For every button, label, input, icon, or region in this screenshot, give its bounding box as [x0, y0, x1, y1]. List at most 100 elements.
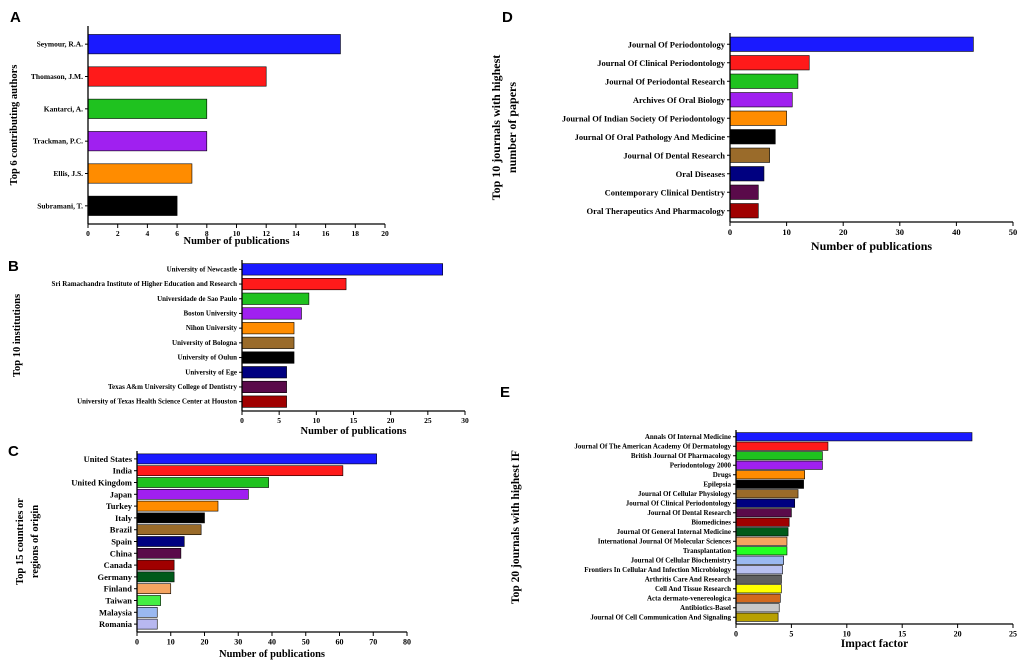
x-tick-label: 20: [954, 629, 962, 638]
category-label: Journal Of Periodontal Research: [605, 76, 725, 86]
bar: [88, 67, 266, 86]
category-label: University of Newcastle: [167, 265, 237, 273]
x-axis-label: Impact factor: [841, 638, 908, 650]
x-tick-label: 15: [350, 416, 358, 425]
category-label: Subramani, T.: [37, 201, 83, 210]
bar: [137, 501, 218, 511]
category-label: Journal Of Cellular Biochemistry: [631, 556, 732, 564]
bar: [242, 381, 287, 392]
bar: [730, 204, 758, 218]
bar: [730, 148, 770, 162]
x-tick-label: 70: [369, 637, 377, 646]
x-tick-label: 20: [387, 416, 395, 425]
category-label: Nihon University: [186, 324, 238, 332]
category-label: Trackman, P.C.: [33, 137, 83, 146]
category-label: Oral Diseases: [676, 169, 726, 179]
x-axis-label: Number of publications: [219, 649, 325, 660]
category-label: British Journal Of Pharmacology: [631, 452, 732, 460]
category-label: Arthritis Care And Research: [645, 575, 731, 583]
bar: [736, 452, 822, 460]
category-label: United Kingdom: [71, 478, 132, 488]
bibliometric-figure: ASeymour, R.A.Thomason, J.M.Kantarci, A.…: [0, 0, 1021, 663]
category-label: Contemporary Clinical Dentistry: [605, 187, 726, 197]
panel-letter: D: [502, 9, 513, 26]
bar: [137, 607, 157, 617]
y-axis-label: Top 15 countries or regions of origin: [15, 498, 41, 585]
y-axis-label-line: regions of origin: [30, 505, 41, 578]
category-label: University of Bologna: [172, 339, 237, 347]
category-label: Journal Of Clinical Periodontology: [626, 499, 732, 507]
panel-a: A Seymour, R.A. Thomason, J.M. Kantarci, A.…: [9, 9, 389, 247]
x-tick-label: 2: [116, 229, 120, 238]
x-axis-label: Number of publications: [301, 426, 407, 437]
x-axis-label: Number of publications: [184, 236, 290, 247]
y-axis-label-line: Top 10 journals with highest: [489, 55, 503, 201]
bar: [242, 278, 346, 289]
bar: [736, 499, 795, 507]
bar: [730, 185, 758, 199]
category-label: International Journal Of Molecular Scien…: [598, 537, 732, 545]
x-tick-label: 25: [424, 416, 432, 425]
bar: [736, 537, 787, 545]
category-label: Malaysia: [99, 607, 133, 617]
category-label: Boston University: [184, 309, 238, 317]
category-label: India: [113, 466, 133, 476]
x-tick-label: 0: [240, 416, 244, 425]
bar: [137, 477, 269, 487]
bar: [736, 575, 781, 583]
bar: [736, 528, 788, 536]
panel-letter: E: [500, 384, 510, 401]
bar: [137, 619, 157, 629]
bar: [736, 490, 798, 498]
bar: [242, 293, 309, 304]
x-tick-label: 40: [952, 227, 961, 237]
x-tick-label: 60: [336, 637, 344, 646]
category-label: Seymour, R.A.: [37, 40, 84, 49]
x-tick-label: 0: [734, 629, 738, 638]
x-tick-label: 40: [268, 637, 276, 646]
category-label: Oral Therapeutics And Pharmacology: [587, 206, 726, 216]
category-label: University of Ege: [185, 368, 237, 376]
x-tick-label: 20: [839, 227, 848, 237]
x-tick-label: 25: [1009, 629, 1017, 638]
x-axis-label: Number of publications: [811, 239, 932, 253]
category-label: Journal Of Dental Research: [647, 509, 731, 517]
category-label: University of Oulun: [177, 354, 237, 362]
category-label: Italy: [115, 513, 133, 523]
bar: [736, 585, 781, 593]
bar: [242, 322, 294, 333]
category-label: Epilepsia: [703, 480, 731, 488]
category-label: United States: [84, 454, 133, 464]
bar: [736, 594, 780, 602]
bar: [242, 264, 443, 275]
category-label: Journal Of Cellular Physiology: [638, 490, 732, 498]
bar: [736, 613, 778, 621]
category-label: Acta dermato-venereologica: [647, 594, 732, 602]
bar: [736, 604, 779, 612]
category-label: Journal Of Dental Research: [623, 150, 725, 160]
bar: [730, 167, 764, 181]
x-tick-label: 0: [86, 229, 90, 238]
bar: [137, 584, 171, 594]
x-tick-label: 18: [352, 229, 360, 238]
category-label: University of Texas Health Science Cente…: [77, 398, 237, 406]
bar: [137, 595, 161, 605]
bar: [88, 34, 340, 53]
bar: [137, 572, 174, 582]
y-axis-label: Top 20 journals with highest IF: [510, 450, 522, 604]
category-label: Japan: [110, 489, 132, 499]
bar: [736, 566, 783, 574]
category-label: Sri Ramachandra Institute of Higher Educ…: [52, 280, 238, 288]
y-axis-label-line: number of papers: [505, 82, 519, 173]
bar: [736, 518, 789, 526]
y-axis-label: Top 6 contributing authors: [9, 65, 20, 186]
category-label: Spain: [111, 537, 132, 547]
category-label: Annals Of Internal Medicine: [645, 433, 731, 441]
bar: [137, 560, 174, 570]
category-label: Journal Of Periodontology: [628, 39, 726, 49]
bar: [736, 509, 791, 517]
x-tick-label: 20: [381, 229, 389, 238]
x-tick-label: 80: [403, 637, 411, 646]
category-label: Journal Of The American Academy Of Derma…: [574, 442, 731, 450]
